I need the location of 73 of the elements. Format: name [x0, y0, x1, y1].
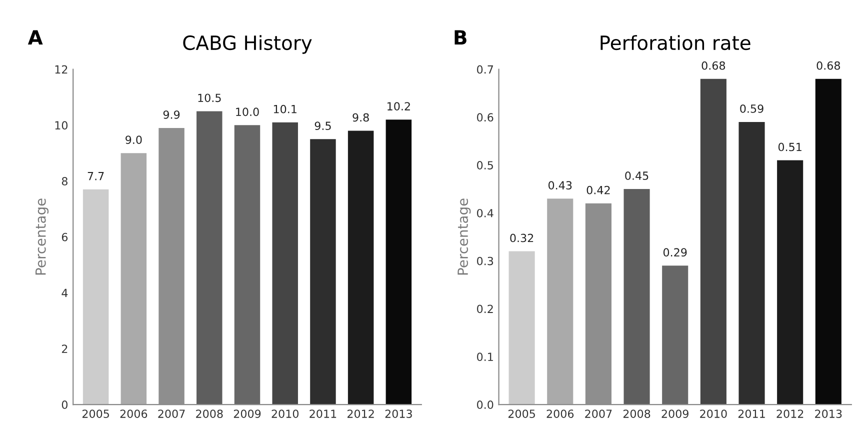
bar	[272, 122, 298, 405]
y-tick-label: 0.4	[477, 208, 494, 218]
bar	[120, 153, 147, 405]
x-tick-label: 2011	[738, 410, 765, 418]
data-label: 0.59	[740, 104, 764, 113]
y-tick-label: 0	[62, 400, 68, 409]
text: A	[28, 30, 43, 44]
x-tick-label: 2006	[120, 410, 148, 418]
x-tick-label: 2010	[700, 410, 727, 418]
bar	[662, 266, 688, 405]
bar	[508, 251, 535, 405]
data-label: 7.7	[88, 172, 104, 180]
bar	[738, 122, 765, 405]
y-tick-label: 0.6	[477, 113, 494, 122]
y-tick-label: 0.7	[477, 65, 493, 74]
bar	[624, 189, 650, 405]
y-tick-label: 0.2	[477, 304, 493, 314]
text: B	[454, 30, 466, 44]
bar	[82, 189, 109, 405]
data-label: 10.5	[198, 94, 221, 102]
data-label: 9.5	[314, 122, 331, 130]
data-label: 9.0	[126, 136, 142, 144]
y-tick-label: 0.1	[477, 352, 493, 362]
y-tick-label: 0.0	[477, 400, 494, 409]
y-axis-title: Percentage	[458, 198, 471, 275]
x-tick-label: 2011	[310, 410, 336, 418]
chart-title: CABG History	[183, 35, 312, 54]
chart-title: Perforation rate	[600, 35, 750, 50]
x-tick-label: 2007	[585, 410, 612, 418]
y-tick-label: 0.3	[477, 256, 494, 266]
data-label: 0.51	[778, 142, 802, 152]
data-label: 10.2	[388, 102, 410, 110]
x-tick-label: 2013	[815, 410, 842, 418]
x-tick-label: 2005	[82, 410, 109, 418]
x-tick-label: 2008	[623, 410, 650, 418]
x-tick-label: 2009	[662, 410, 688, 418]
bar	[777, 160, 804, 405]
data-label: 9.9	[163, 110, 180, 119]
bar	[196, 111, 222, 405]
data-label: 10.1	[274, 104, 296, 114]
y-tick-label: 8	[62, 177, 68, 186]
y-tick-label: 10	[55, 121, 68, 130]
data-label: 9.8	[352, 113, 369, 122]
x-tick-label: 2009	[234, 410, 261, 418]
y-tick-label: 4	[62, 288, 68, 298]
x-tick-label: 2005	[508, 410, 535, 418]
data-label: 0.42	[586, 186, 610, 194]
y-tick-label: 0.5	[477, 161, 493, 170]
x-tick-label: 2010	[272, 410, 299, 418]
bar	[310, 139, 336, 405]
x-tick-label: 2012	[348, 410, 374, 418]
data-label: 10.0	[236, 108, 259, 116]
bar	[547, 198, 574, 405]
data-label: 0.43	[548, 181, 572, 190]
bar	[234, 125, 260, 405]
bar	[348, 130, 374, 405]
data-label: 0.29	[663, 248, 687, 257]
data-label: 0.45	[625, 172, 648, 180]
bar	[386, 120, 412, 405]
bar	[700, 78, 726, 405]
x-tick-label: 2006	[546, 410, 574, 418]
y-tick-label: 2	[62, 344, 68, 353]
x-tick-label: 2013	[385, 410, 412, 418]
bar	[815, 78, 842, 405]
y-tick-label: 6	[62, 232, 68, 242]
x-tick-label: 2008	[196, 410, 223, 418]
y-axis-title: Percentage	[36, 198, 49, 275]
y-tick-label: 12	[55, 65, 68, 74]
data-label: 0.32	[510, 234, 534, 242]
x-tick-label: 2012	[776, 410, 804, 418]
data-label: 0.68	[702, 61, 726, 70]
data-label: 0.68	[816, 61, 840, 70]
x-tick-label: 2007	[158, 410, 185, 418]
